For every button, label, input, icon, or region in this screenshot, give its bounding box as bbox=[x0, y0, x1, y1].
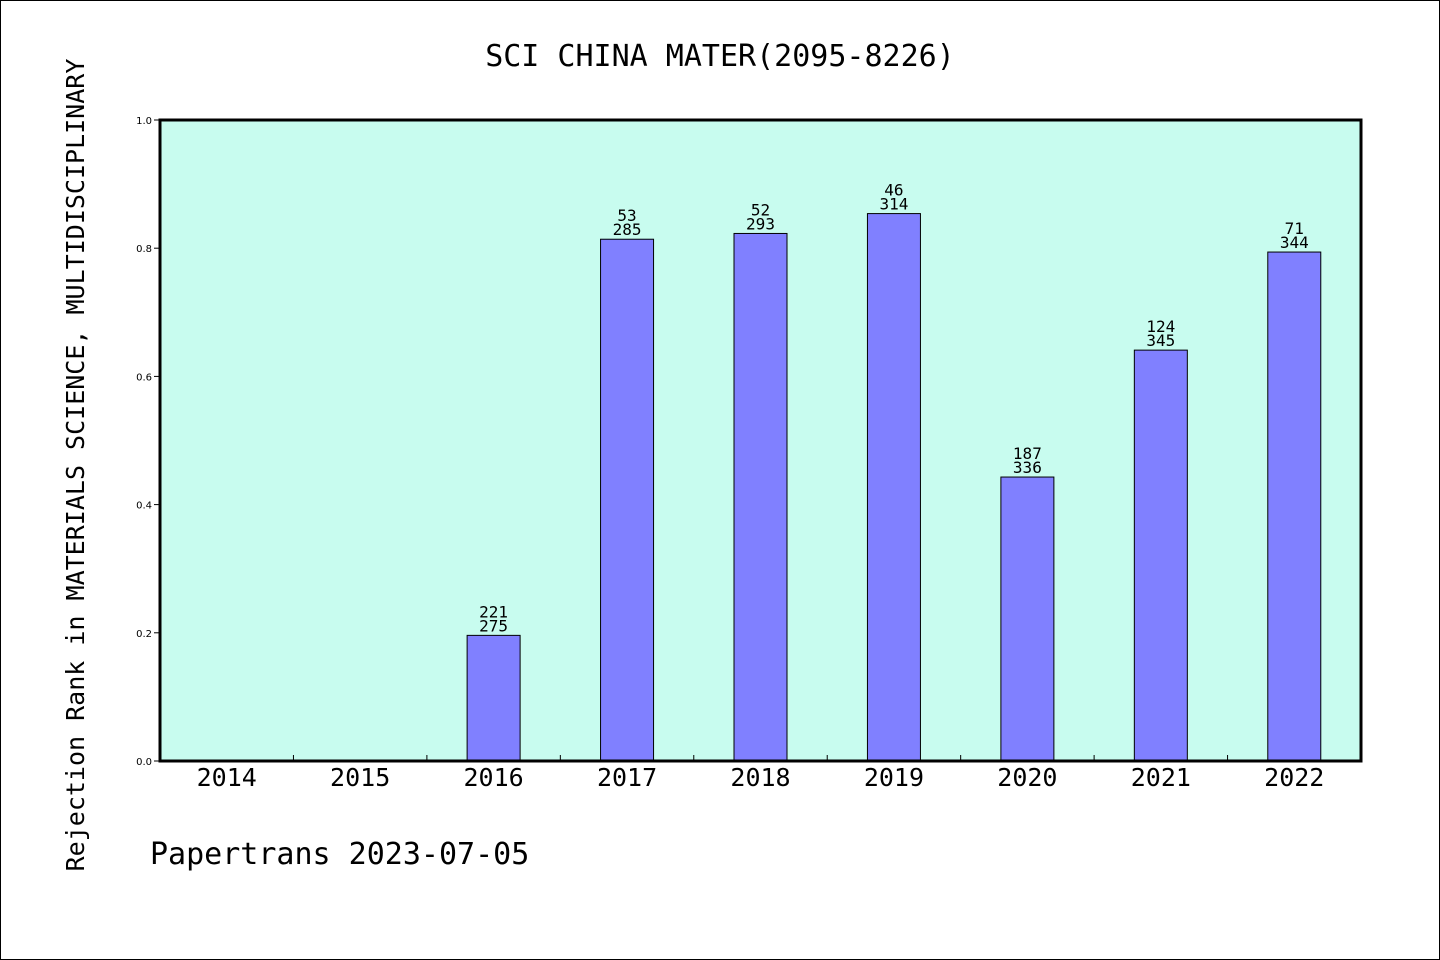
bar-label-total: 293 bbox=[746, 214, 775, 233]
x-tick-label: 2021 bbox=[1131, 763, 1191, 792]
bar-label-rank: 221 bbox=[479, 602, 508, 621]
y-tick-label: 1.0 bbox=[136, 116, 152, 127]
bar-2020 bbox=[1000, 476, 1055, 762]
footer-credit: Papertrans 2023-07-05 bbox=[150, 837, 529, 872]
plot-border bbox=[158, 118, 1363, 763]
chart-title: SCI CHINA MATER(2095-8226) bbox=[485, 39, 955, 74]
x-tick-label: 2022 bbox=[1264, 763, 1324, 792]
y-tick-label: 0.0 bbox=[136, 757, 152, 768]
y-tick-label: 0.6 bbox=[136, 372, 152, 383]
bar-label-total: 285 bbox=[613, 220, 642, 239]
bars-layer bbox=[466, 213, 1322, 762]
x-tick-label: 2020 bbox=[997, 763, 1057, 792]
bar-label-total: 344 bbox=[1280, 233, 1309, 252]
bar-2018 bbox=[733, 232, 788, 762]
y-tick-label: 0.2 bbox=[136, 629, 152, 640]
bar-label-rank: 124 bbox=[1146, 317, 1175, 336]
bar-label-rank: 46 bbox=[884, 181, 903, 200]
x-axis: 2014 2015 2016 2017 2018 2019 2020 2021 2022 bbox=[197, 755, 1324, 792]
bar-2016 bbox=[466, 634, 521, 762]
bar-label-rank: 187 bbox=[1013, 444, 1042, 463]
y-tick-label: 0.8 bbox=[136, 244, 152, 255]
bar-2022 bbox=[1267, 251, 1322, 762]
bar-label-rank: 52 bbox=[751, 200, 770, 219]
bar-label-total: 345 bbox=[1146, 331, 1175, 350]
x-tick-label: 2015 bbox=[330, 763, 390, 792]
bar-2017 bbox=[600, 238, 655, 762]
x-tick-label: 2016 bbox=[464, 763, 524, 792]
x-tick-label: 2014 bbox=[197, 763, 257, 792]
bar-label-total: 314 bbox=[879, 195, 908, 214]
bar-label-total: 275 bbox=[479, 616, 508, 635]
y-tick-label: 0.4 bbox=[136, 501, 152, 512]
bar-2019 bbox=[866, 213, 921, 762]
y-axis: 0.0 0.2 0.4 0.6 0.8 1.0 bbox=[136, 116, 160, 768]
x-tick-label: 2019 bbox=[864, 763, 924, 792]
x-tick-label: 2018 bbox=[730, 763, 790, 792]
x-tick-label: 2017 bbox=[597, 763, 657, 792]
y-axis-label: Rejection Rank in MATERIALS SCIENCE, MUL… bbox=[61, 59, 90, 872]
bar-2021 bbox=[1133, 349, 1188, 762]
bar-label-rank: 71 bbox=[1285, 219, 1304, 238]
bar-label-total: 336 bbox=[1013, 458, 1042, 477]
bar-label-rank: 53 bbox=[617, 206, 636, 225]
